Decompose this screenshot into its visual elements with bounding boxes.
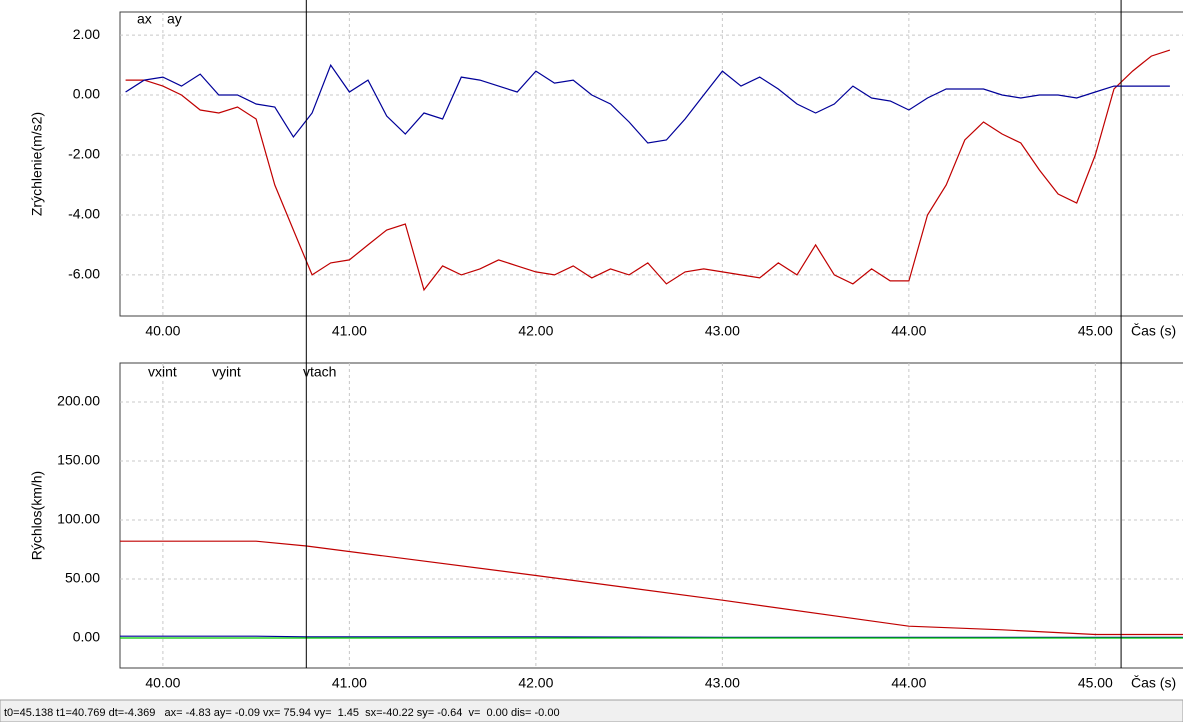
- x-tick-label: 41.00: [332, 323, 367, 339]
- legend-entry: vtach: [303, 364, 336, 380]
- x-tick-label: 45.00: [1078, 675, 1113, 691]
- legend-entry: vxint: [148, 364, 177, 380]
- y-tick-label: 150.00: [57, 452, 100, 468]
- x-tick-label: 44.00: [891, 323, 926, 339]
- x-axis-label: Čas (s): [1131, 323, 1176, 339]
- legend-entry: ax: [137, 11, 152, 27]
- y-tick-label: 50.00: [65, 570, 100, 586]
- x-tick-label: 43.00: [705, 675, 740, 691]
- series-line: [125, 63, 1170, 144]
- plot-frame: [119, 362, 1183, 669]
- x-tick-label: 44.00: [891, 675, 926, 691]
- legend-entry: vyint: [212, 364, 241, 380]
- y-tick-label: 2.00: [73, 26, 100, 42]
- x-axis-label: Čas (s): [1131, 675, 1176, 691]
- y-tick-label: -4.00: [68, 206, 100, 222]
- y-tick-label: -6.00: [68, 266, 100, 282]
- legend-entry: ay: [167, 11, 182, 27]
- x-tick-label: 45.00: [1078, 323, 1113, 339]
- series-line: [125, 49, 1171, 292]
- x-tick-label: 40.00: [145, 675, 180, 691]
- series-line: [120, 635, 1183, 638]
- y-tick-label: 100.00: [57, 511, 100, 527]
- y-axis-label: Zrýchlenie(m/s2): [29, 112, 45, 216]
- x-tick-label: 41.00: [332, 675, 367, 691]
- plot-frame: [119, 11, 1183, 317]
- y-tick-label: 200.00: [57, 393, 100, 409]
- y-axis-label: Rýchlos(km/h): [29, 471, 45, 560]
- x-tick-label: 43.00: [705, 323, 740, 339]
- y-tick-label: -2.00: [68, 146, 100, 162]
- x-tick-label: 40.00: [145, 323, 180, 339]
- y-tick-label: 0.00: [73, 629, 100, 645]
- y-tick-label: 0.00: [73, 86, 100, 102]
- series-line: [120, 540, 1183, 636]
- x-tick-label: 42.00: [518, 675, 553, 691]
- status-text: t0=45.138 t1=40.769 dt=-4.369 ax= -4.83 …: [4, 707, 560, 719]
- status-bar: [0, 699, 1183, 722]
- x-tick-label: 42.00: [518, 323, 553, 339]
